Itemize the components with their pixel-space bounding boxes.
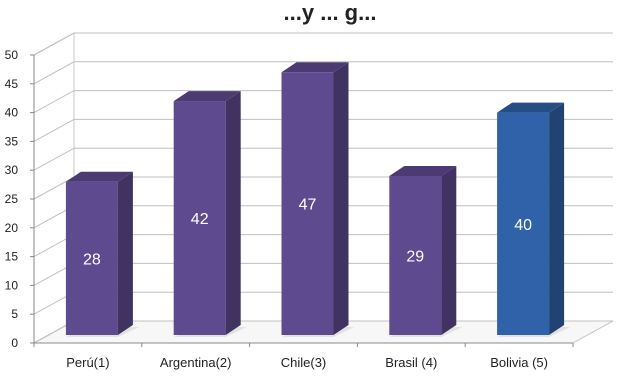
y-tick-label: 45	[5, 77, 19, 91]
gridline	[33, 61, 613, 85]
bar-layer	[65, 62, 571, 337]
bar	[281, 62, 355, 337]
bar-top	[497, 102, 565, 113]
data-label: 40	[514, 217, 532, 234]
bar	[65, 171, 139, 337]
y-tick-label: 35	[5, 134, 19, 148]
bar-front	[65, 181, 118, 335]
chart-title: ...y ... g...	[284, 0, 377, 25]
data-label: 42	[191, 211, 209, 228]
x-tick-label: Chile(3)	[281, 355, 327, 370]
y-tick-label: 50	[5, 48, 19, 62]
bar-top	[281, 62, 349, 73]
y-tick-label: 40	[5, 106, 19, 120]
bar	[497, 102, 571, 337]
y-tick-label: 10	[5, 278, 19, 292]
gridline	[33, 147, 613, 171]
y-tick-label: 20	[5, 221, 19, 235]
bar-front	[497, 112, 550, 335]
x-tick-label: Argentina(2)	[160, 355, 232, 370]
bar-top	[173, 91, 241, 102]
bar	[389, 165, 463, 337]
axis-layer: 0 5 10 15 20 25 30 35 40 45 50	[5, 48, 574, 350]
bar-side	[549, 102, 565, 335]
bar-top	[389, 165, 457, 176]
label-layer: 28 Perú(1) 42 Argentina(2) 47 Chile(3) 29 Brasi…	[66, 197, 548, 370]
bar-front	[281, 72, 334, 335]
bar-side	[441, 165, 457, 335]
bar	[173, 91, 247, 337]
x-tick-label: Brasil (4)	[385, 355, 437, 370]
y-tick-label: 15	[5, 250, 19, 264]
y-tick-label: 30	[5, 163, 19, 177]
bar-front	[389, 175, 442, 335]
y-tick-label: 5	[11, 307, 18, 321]
gridline	[33, 90, 613, 114]
gridline	[33, 32, 613, 56]
x-tick-label: Bolivia (5)	[490, 355, 548, 370]
data-label: 29	[406, 248, 424, 265]
bar-side	[225, 91, 241, 335]
x-tick-label: Perú(1)	[66, 355, 109, 370]
data-label: 47	[299, 197, 317, 214]
bar-front	[173, 101, 226, 335]
bar-top	[65, 171, 133, 182]
bar-side	[333, 62, 349, 335]
y-tick-label: 25	[5, 192, 19, 206]
bar-side	[117, 171, 133, 335]
gridline	[33, 118, 613, 142]
y-tick-label: 0	[11, 336, 18, 350]
data-label: 28	[83, 251, 101, 268]
